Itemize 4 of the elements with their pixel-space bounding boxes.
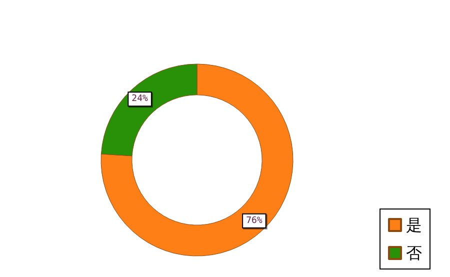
data-label: 76% (246, 216, 263, 226)
legend-label: 是 (406, 216, 422, 234)
data-label: 24% (132, 94, 149, 104)
legend-label: 否 (406, 244, 422, 262)
